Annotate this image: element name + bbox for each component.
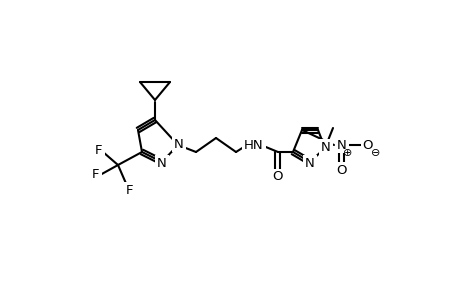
Text: O: O [272,170,283,184]
Text: F: F [95,143,102,157]
Text: O: O [336,164,347,176]
Text: ⊕: ⊕ [342,148,352,158]
Text: F: F [92,169,100,182]
Text: F: F [126,184,134,196]
Text: N: N [304,157,314,169]
Text: N: N [174,137,184,151]
Text: N: N [320,140,330,154]
Text: ⊖: ⊖ [370,148,380,158]
Text: O: O [362,139,372,152]
Text: N: N [157,157,167,169]
Text: N: N [336,139,346,152]
Text: HN: HN [244,139,263,152]
